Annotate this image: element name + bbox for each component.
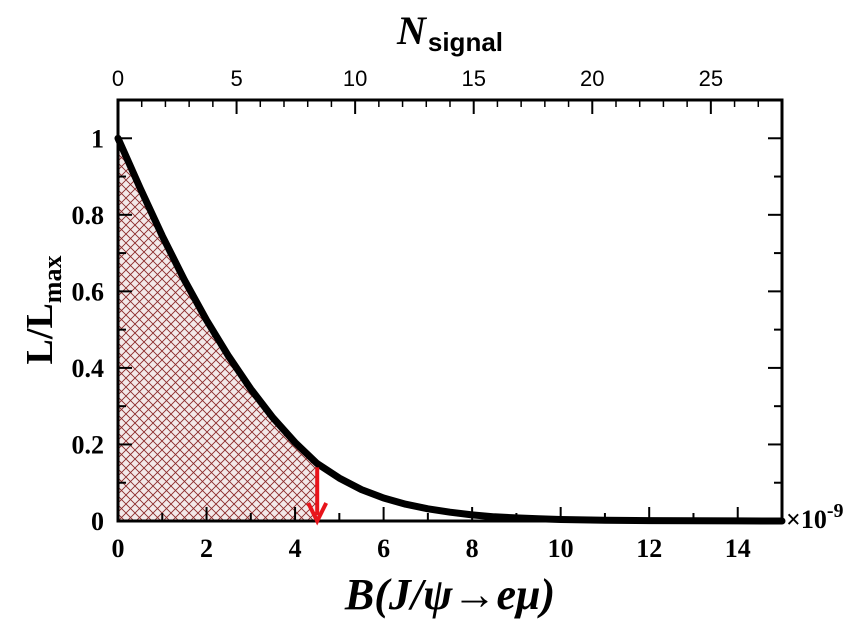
top-tick-label: 0 [112,66,124,91]
x-tick-label: 8 [466,534,479,563]
top-tick-label: 25 [699,66,723,91]
y-tick-label: 1 [91,124,104,153]
y-tick-label: 0.2 [72,430,105,459]
x-tick-label: 12 [636,534,662,563]
likelihood-curve [114,134,786,525]
tick-marks [117,99,783,522]
top-tick-label: 20 [580,66,604,91]
top-axis-title: Nsignal [396,8,503,57]
x-tick-label: 4 [289,534,302,563]
x-multiplier: ×10-9 [786,500,844,534]
y-tick-label: 0.4 [72,354,105,383]
top-tick-label: 5 [230,66,242,91]
y-axis-title: L/Lmax [19,256,67,365]
y-tick-label: 0 [91,507,104,536]
top-tick-label: 15 [461,66,485,91]
y-tick-label: 0.6 [72,277,105,306]
x-tick-label: 14 [725,534,751,563]
limit-arrow [306,467,328,526]
x-axis-title: B(J/ψ→eμ) [344,570,555,619]
x-tick-label: 6 [377,534,390,563]
top-tick-label: 10 [343,66,367,91]
limit-arrow-head [306,502,328,526]
y-tick-label: 0.8 [72,201,105,230]
x-tick-label: 10 [548,534,574,563]
x-tick-label: 2 [200,534,213,563]
shaded-region-hatch [118,138,318,522]
x-tick-label: 0 [112,534,125,563]
